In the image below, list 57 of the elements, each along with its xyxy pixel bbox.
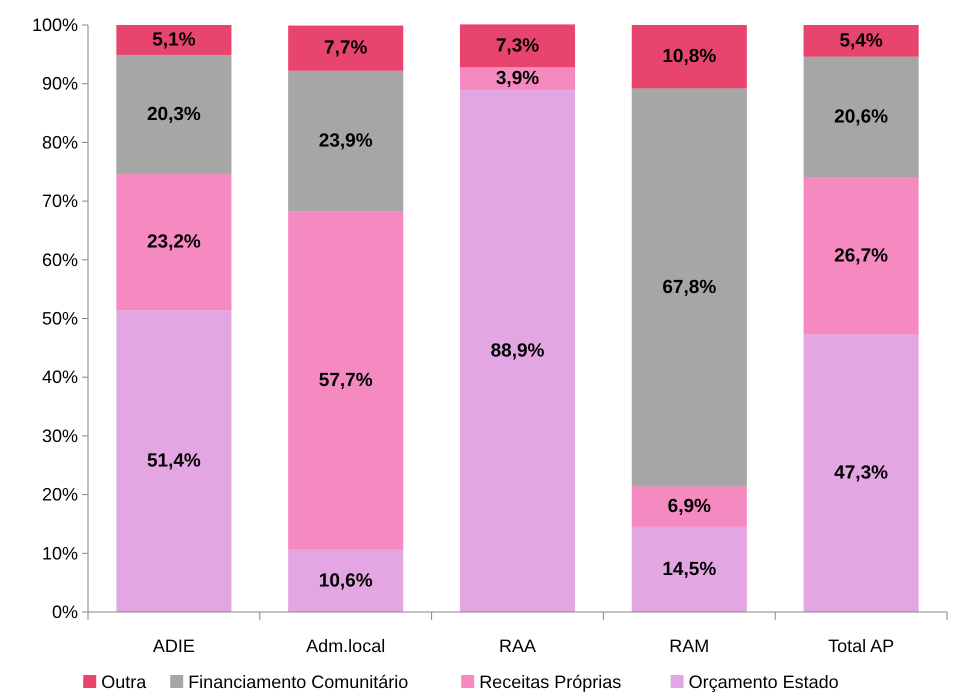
bar [116,25,232,55]
data-label: 10,6% [318,570,373,592]
y-tick-label: 70% [42,191,78,212]
bar [116,174,232,310]
legend-label: Orçamento Estado [688,672,839,692]
legend-label: Receitas Próprias [479,672,622,692]
legend-label: Financiamento Comunitário [188,672,408,692]
data-label: 14,5% [662,558,716,580]
data-label: 88,9% [490,340,545,362]
y-tick-label: 0% [52,602,78,622]
bar [632,486,747,527]
bar [804,25,919,57]
bar [804,334,919,612]
x-tick-label: Total AP [828,636,894,656]
y-tick-label: 20% [42,484,78,505]
bar [116,310,232,612]
x-tick-label: RAM [669,636,710,656]
data-label: 20,3% [146,104,201,126]
legend-label: Outra [101,672,148,692]
bar [116,54,232,174]
data-label: 7,3% [496,35,540,56]
bar [288,26,404,71]
bar [632,526,747,612]
data-label: 6,9% [668,496,712,518]
data-label: 10,8% [662,46,716,68]
data-label: 57,7% [318,370,373,391]
y-tick-label: 10% [42,543,78,564]
bar [288,211,404,550]
data-label: 20,6% [834,106,888,128]
bar [460,90,576,612]
data-label: 47,3% [834,462,888,484]
y-tick-label: 90% [42,74,78,94]
data-label: 51,4% [146,450,201,472]
x-tick-label: Adm.local [306,636,386,656]
y-tick-label: 80% [42,132,78,152]
bar [288,70,404,212]
data-label: 26,7% [834,245,888,266]
y-tick-label: 50% [42,308,78,328]
bar [632,25,747,88]
bar [804,56,919,178]
y-tick-label: 30% [42,426,78,446]
data-label: 23,9% [318,130,373,152]
x-tick-label: RAA [498,636,536,656]
data-label: 3,9% [496,68,540,90]
bar [460,24,576,68]
bar [288,550,404,612]
y-tick-label: 60% [42,250,78,270]
data-label: 5,4% [839,30,883,52]
data-label: 23,2% [146,232,201,253]
bar [804,178,919,334]
x-tick-label: ADIE [152,636,195,656]
data-label: 5,1% [152,29,196,50]
y-tick-label: 100% [32,15,78,35]
data-label: 7,7% [324,38,368,59]
y-tick-label: 40% [42,367,78,388]
data-label: 67,8% [662,276,716,298]
bar [632,88,747,486]
